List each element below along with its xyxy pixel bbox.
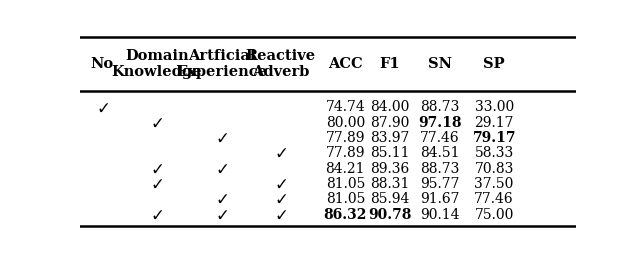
- Text: $\checkmark$: $\checkmark$: [150, 175, 163, 193]
- Text: Reactive
Adverb: Reactive Adverb: [246, 49, 316, 79]
- Text: 84.21: 84.21: [326, 162, 365, 176]
- Text: 77.89: 77.89: [326, 146, 365, 160]
- Text: 33.00: 33.00: [474, 100, 514, 115]
- Text: 91.67: 91.67: [420, 192, 460, 206]
- Text: 88.73: 88.73: [420, 100, 460, 115]
- Text: $\checkmark$: $\checkmark$: [150, 206, 163, 223]
- Text: $\checkmark$: $\checkmark$: [150, 114, 163, 132]
- Text: $\checkmark$: $\checkmark$: [215, 160, 228, 178]
- Text: 79.17: 79.17: [472, 131, 516, 145]
- Text: $\checkmark$: $\checkmark$: [215, 190, 228, 208]
- Text: $\checkmark$: $\checkmark$: [215, 129, 228, 147]
- Text: 77.46: 77.46: [474, 192, 514, 206]
- Text: 77.89: 77.89: [326, 131, 365, 145]
- Text: No: No: [91, 57, 114, 71]
- Text: 81.05: 81.05: [326, 192, 365, 206]
- Text: 70.83: 70.83: [474, 162, 514, 176]
- Text: 29.17: 29.17: [474, 116, 514, 130]
- Text: 87.90: 87.90: [371, 116, 410, 130]
- Text: SP: SP: [483, 57, 505, 71]
- Text: 95.77: 95.77: [420, 177, 460, 191]
- Text: 97.18: 97.18: [418, 116, 461, 130]
- Text: 89.36: 89.36: [371, 162, 410, 176]
- Text: 74.74: 74.74: [326, 100, 365, 115]
- Text: Domain
Knowledge: Domain Knowledge: [111, 49, 202, 79]
- Text: 90.78: 90.78: [368, 207, 412, 222]
- Text: $\checkmark$: $\checkmark$: [96, 99, 109, 116]
- Text: 84.00: 84.00: [371, 100, 410, 115]
- Text: Artficial
Experience: Artficial Experience: [176, 49, 267, 79]
- Text: $\checkmark$: $\checkmark$: [275, 206, 287, 223]
- Text: $\checkmark$: $\checkmark$: [215, 206, 228, 223]
- Text: 85.11: 85.11: [371, 146, 410, 160]
- Text: $\checkmark$: $\checkmark$: [275, 175, 287, 193]
- Text: 77.46: 77.46: [420, 131, 460, 145]
- Text: 84.51: 84.51: [420, 146, 460, 160]
- Text: $\checkmark$: $\checkmark$: [150, 160, 163, 178]
- Text: 81.05: 81.05: [326, 177, 365, 191]
- Text: 58.33: 58.33: [474, 146, 514, 160]
- Text: 88.31: 88.31: [371, 177, 410, 191]
- Text: 80.00: 80.00: [326, 116, 365, 130]
- Text: 75.00: 75.00: [474, 207, 514, 222]
- Text: F1: F1: [380, 57, 400, 71]
- Text: $\checkmark$: $\checkmark$: [275, 190, 287, 208]
- Text: 86.32: 86.32: [324, 207, 367, 222]
- Text: ACC: ACC: [328, 57, 363, 71]
- Text: 90.14: 90.14: [420, 207, 460, 222]
- Text: 85.94: 85.94: [371, 192, 410, 206]
- Text: $\checkmark$: $\checkmark$: [275, 144, 287, 162]
- Text: 88.73: 88.73: [420, 162, 460, 176]
- Text: 37.50: 37.50: [474, 177, 514, 191]
- Text: 83.97: 83.97: [371, 131, 410, 145]
- Text: SN: SN: [428, 57, 452, 71]
